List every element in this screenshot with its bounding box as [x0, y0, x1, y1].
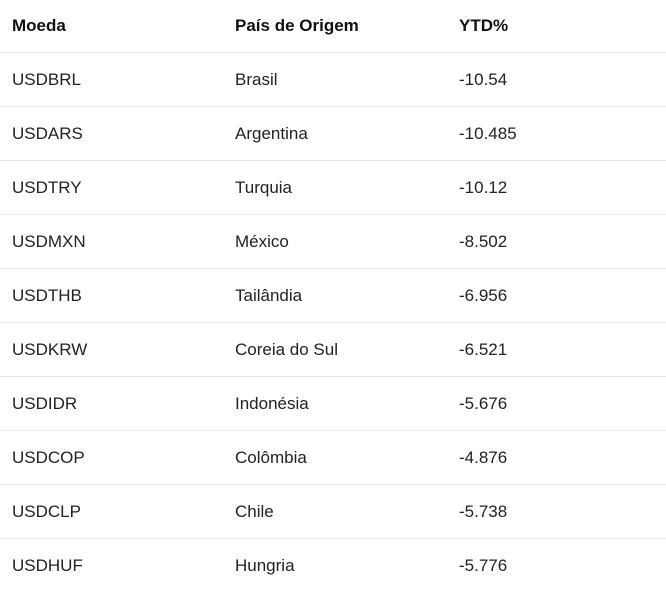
currency-cell: USDARS	[0, 106, 223, 161]
ytd-cell: -10.12	[447, 160, 666, 215]
country-cell: México	[223, 214, 447, 269]
table-row: USDIDR Indonésia -5.676	[0, 376, 666, 431]
table-row: USDTHB Tailândia -6.956	[0, 268, 666, 323]
ytd-cell: -8.502	[447, 214, 666, 269]
column-header-ytd: YTD%	[447, 0, 666, 53]
table-header-row: Moeda País de Origem YTD%	[0, 0, 666, 53]
currency-cell: USDIDR	[0, 376, 223, 431]
table-row: USDCLP Chile -5.738	[0, 484, 666, 539]
table-row: USDHUF Hungria -5.776	[0, 539, 666, 593]
table-row: USDMXN México -8.502	[0, 214, 666, 269]
table-row: USDTRY Turquia -10.12	[0, 160, 666, 215]
table-row: USDARS Argentina -10.485	[0, 106, 666, 161]
currency-cell: USDCLP	[0, 484, 223, 539]
country-cell: Colômbia	[223, 430, 447, 485]
country-cell: Brasil	[223, 52, 447, 107]
table-row: USDBRL Brasil -10.54	[0, 52, 666, 107]
country-cell: Turquia	[223, 160, 447, 215]
table-row: USDCOP Colômbia -4.876	[0, 430, 666, 485]
ytd-cell: -10.54	[447, 52, 666, 107]
currency-cell: USDTRY	[0, 160, 223, 215]
ytd-cell: -6.956	[447, 268, 666, 323]
country-cell: Indonésia	[223, 376, 447, 431]
country-cell: Argentina	[223, 106, 447, 161]
currency-cell: USDHUF	[12, 555, 83, 575]
ytd-cell: -10.485	[447, 106, 666, 161]
country-cell: Chile	[223, 484, 447, 539]
column-header-country: País de Origem	[223, 0, 447, 53]
currency-cell: USDCOP	[0, 430, 223, 485]
currency-cell: USDMXN	[0, 214, 223, 269]
country-cell: Coreia do Sul	[223, 322, 447, 377]
column-header-currency: Moeda	[0, 0, 223, 53]
currency-cell: USDKRW	[0, 322, 223, 377]
ytd-cell: -5.738	[447, 484, 666, 539]
ytd-cell: -6.521	[447, 322, 666, 377]
ytd-cell: -4.876	[447, 430, 666, 485]
ytd-cell: -5.676	[447, 376, 666, 431]
ytd-cell: -5.776	[459, 555, 508, 575]
country-cell: Hungria	[235, 555, 295, 575]
currency-cell: USDTHB	[0, 268, 223, 323]
country-cell: Tailândia	[223, 268, 447, 323]
currency-cell: USDBRL	[0, 52, 223, 107]
table-row: USDKRW Coreia do Sul -6.521	[0, 322, 666, 377]
